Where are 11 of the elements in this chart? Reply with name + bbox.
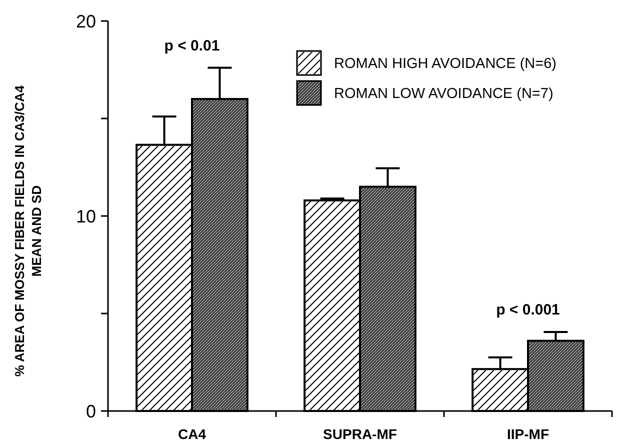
- y-tick-label: 20: [76, 11, 96, 32]
- x-tick-label: IIP-MF: [507, 426, 550, 442]
- annotation: p < 0.01: [164, 37, 220, 54]
- legend-label: ROMAN LOW AVOIDANCE (N=7): [334, 86, 554, 102]
- y-tick-label: 0: [86, 401, 96, 422]
- x-tick-label: CA4: [178, 426, 206, 442]
- y-axis-title: % AREA OF MOSSY FIBER FIELDS IN CA3/CA4 MEAN AND SD: [12, 84, 44, 377]
- y-tick-label: 10: [76, 206, 96, 226]
- legend-label: ROMAN HIGH AVOIDANCE (N=6): [334, 56, 556, 72]
- annotation: p < 0.001: [496, 301, 560, 318]
- x-tick-label: SUPRA-MF: [323, 426, 398, 442]
